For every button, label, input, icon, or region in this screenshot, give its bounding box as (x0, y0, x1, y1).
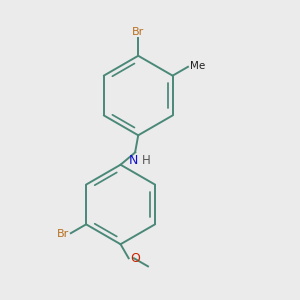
Text: H: H (142, 154, 151, 167)
Text: N: N (129, 154, 139, 167)
Text: Br: Br (132, 27, 144, 37)
Text: O: O (130, 252, 140, 265)
Text: Br: Br (57, 229, 70, 239)
Text: Me: Me (190, 61, 205, 70)
